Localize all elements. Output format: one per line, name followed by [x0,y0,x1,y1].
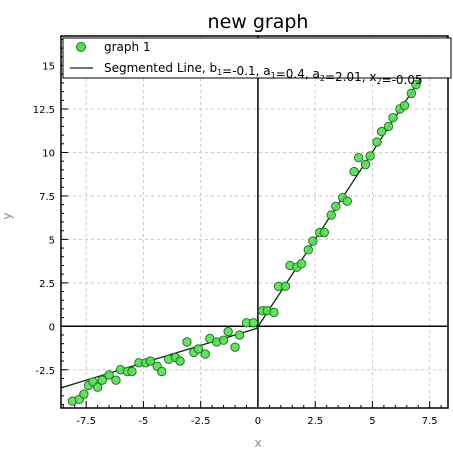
scatter-points-series [67,38,446,406]
y-tick-label: 7.5 [39,192,55,203]
data-point [319,227,330,238]
data-point [200,349,210,359]
data-point [175,356,185,366]
data-point [230,342,240,352]
data-point [97,375,107,385]
data-point [145,356,156,366]
data-point [234,330,245,340]
y-tick-label: 12.5 [33,105,55,116]
legend-box [62,37,452,79]
data-point [92,382,103,392]
data-point [353,152,364,163]
data-point [193,344,204,354]
data-point [342,196,352,206]
data-point [296,259,307,269]
data-point [111,375,121,385]
data-point [411,79,421,90]
x-tick-label: -2.5 [191,416,211,427]
data-point [399,100,410,111]
data-point [365,151,375,161]
y-axis-label: y [0,212,14,219]
y-tick-labels: -2.5 0 2.5 5 7.5 10 12.5 15 [33,62,55,377]
data-point [349,166,359,177]
y-tick-label: -2.5 [35,366,55,377]
data-point [372,137,382,147]
y-tick-label: 10 [42,148,55,159]
y-tick-label: 0 [49,322,55,333]
x-tick-label: 2.5 [307,416,323,427]
data-point [406,88,417,99]
data-point [383,121,394,132]
data-point [127,366,137,377]
y-tick-label: 5 [49,235,55,246]
data-point [331,201,341,212]
x-tick-label: -7.5 [76,416,96,427]
data-point [248,318,259,328]
x-axis-label: x [254,436,261,450]
data-point [308,236,318,246]
x-tick-label: -5 [138,416,148,427]
chart-title: new graph [208,11,309,33]
data-point [360,159,371,170]
data-point [182,337,192,347]
data-point [104,370,114,380]
data-point [157,366,167,377]
axis-ticks [61,38,442,408]
data-point [218,335,229,345]
chart-legend: graph 1 Segmented Line, b1=-0.1, a1=0.4,… [62,37,452,87]
data-point [303,245,314,255]
data-point [223,326,233,337]
x-tick-label: 5 [369,416,375,427]
x-tick-label: 7.5 [422,416,438,427]
legend-marker-points [76,42,86,52]
x-tick-labels: -7.5 -5 -2.5 0 2.5 5 7.5 [76,416,437,427]
data-point [326,210,336,220]
y-tick-label: 2.5 [39,279,55,290]
plot-area [61,36,448,408]
data-point [280,281,291,292]
data-point [388,113,398,123]
legend-label-line: Segmented Line, b1=-0.1, a1=0.4, a2=2.01… [104,61,423,87]
x-tick-label: 0 [255,416,261,427]
legend-label-points: graph 1 [104,40,151,54]
data-point [79,389,89,399]
data-point [376,126,387,137]
data-point [269,307,279,318]
y-tick-label: 15 [42,62,55,73]
